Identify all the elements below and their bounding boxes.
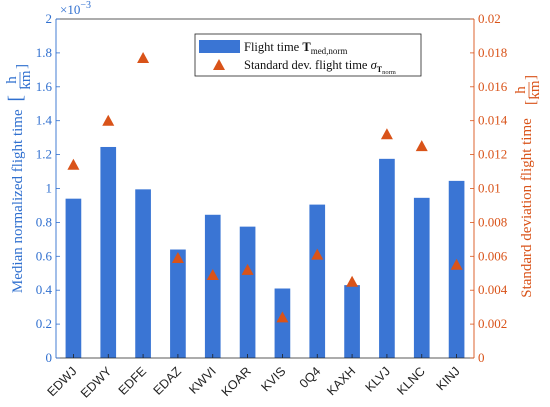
- bar-kaxh: [344, 285, 360, 358]
- right-tick-label: 0.02: [478, 11, 501, 26]
- marker-edfe: [137, 51, 150, 63]
- bar-edwj: [65, 198, 82, 358]
- right-tick-label: 0.012: [478, 147, 507, 162]
- left-tick-label: 1.8: [36, 45, 52, 60]
- right-axis-label: Standard deviation flight time: [519, 118, 535, 298]
- right-tick-label: 0.014: [478, 113, 508, 128]
- right-tick-label: 0.006: [478, 248, 508, 263]
- svg-text:[: [: [523, 100, 539, 105]
- legend: Flight time Tmed,norm Standard dev. flig…: [194, 33, 422, 77]
- right-tick-label: 0.016: [478, 79, 508, 94]
- bar-edwy: [100, 146, 117, 358]
- marker-kvis: [276, 311, 289, 323]
- bar-klvj: [379, 158, 395, 358]
- left-tick-label: 2: [46, 11, 53, 26]
- left-tick-label: 1.6: [36, 79, 53, 94]
- x-tick-label: KLVJ: [363, 364, 393, 394]
- legend-marker-label: Standard dev. flight time σTnorm: [244, 58, 396, 76]
- svg-text:Standard deviation flight time: Standard deviation flight time: [519, 118, 535, 298]
- marker-0q4: [311, 248, 324, 260]
- left-axis-title: Median normalized flight time [: [5, 95, 27, 293]
- marker-koar: [241, 263, 254, 275]
- left-tick-label: 1.4: [36, 113, 53, 128]
- right-unit-num: h: [513, 86, 529, 94]
- bar-kvis: [274, 288, 291, 358]
- x-tick-label: KOAR: [219, 364, 254, 399]
- left-tick-label: 1.2: [36, 147, 52, 162]
- left-axis-label: Median normalized flight time: [10, 109, 26, 293]
- left-axis-multiplier: ×10−3: [60, 0, 91, 17]
- svg-text:]: ]: [14, 64, 30, 69]
- left-axis-unit: h km ]: [4, 64, 34, 90]
- x-tick-label: KAXH: [324, 364, 358, 398]
- x-tick-label: KLNC: [394, 364, 427, 397]
- bar-0q4: [309, 204, 326, 358]
- left-tick-label: 0.2: [36, 316, 52, 331]
- left-unit-den: km: [18, 70, 34, 90]
- bar-klnc: [413, 197, 430, 358]
- right-tick-label: 0.004: [478, 282, 508, 297]
- bar-koar: [239, 226, 256, 358]
- left-tick-label: 1: [46, 181, 53, 196]
- x-tick-label: KWVI: [186, 364, 218, 396]
- bar-kwvi: [204, 214, 221, 358]
- x-tick-label: EDWY: [78, 364, 115, 401]
- plot-area: [65, 51, 465, 358]
- marker-klvj: [380, 128, 393, 140]
- svg-text:Median normalized flight time: Median normalized flight time [: [5, 95, 27, 293]
- left-tick-label: 0: [46, 350, 53, 365]
- right-unit-den: km: [527, 80, 543, 100]
- right-axis-title: Standard deviation flight time [ h km ]: [513, 75, 543, 298]
- marker-edwy: [102, 114, 115, 126]
- x-tick-label: KINJ: [434, 364, 463, 393]
- x-tick-label: KVIS: [258, 364, 288, 394]
- left-tick-label: 0.6: [36, 248, 53, 263]
- right-tick-label: 0: [478, 350, 485, 365]
- right-tick-label: 0.018: [478, 45, 507, 60]
- right-tick-label: 0.01: [478, 181, 501, 196]
- x-tick-label: EDFE: [116, 364, 149, 397]
- x-tick-label: 0Q4: [297, 364, 324, 391]
- bar-edfe: [135, 189, 151, 358]
- legend-marker-swatch: [213, 59, 225, 70]
- left-tick-label: 0.8: [36, 214, 52, 229]
- legend-bar-swatch: [199, 40, 240, 53]
- left-tick-label: 0.4: [36, 282, 53, 297]
- right-tick-label: 0.008: [478, 214, 507, 229]
- left-unit-num: h: [4, 76, 20, 84]
- right-tick-label: 0.002: [478, 316, 507, 331]
- marker-edaz: [171, 251, 184, 263]
- svg-text:]: ]: [523, 75, 539, 80]
- marker-edwj: [67, 158, 80, 170]
- x-tick-label: EDWJ: [45, 364, 80, 399]
- bar-edaz: [170, 249, 186, 358]
- legend-bar-label: Flight time Tmed,norm: [244, 40, 347, 56]
- marker-kaxh: [346, 275, 359, 287]
- marker-kinj: [450, 258, 463, 270]
- marker-klnc: [415, 140, 428, 152]
- x-tick-label: EDAZ: [151, 364, 185, 398]
- marker-kwvi: [206, 268, 219, 280]
